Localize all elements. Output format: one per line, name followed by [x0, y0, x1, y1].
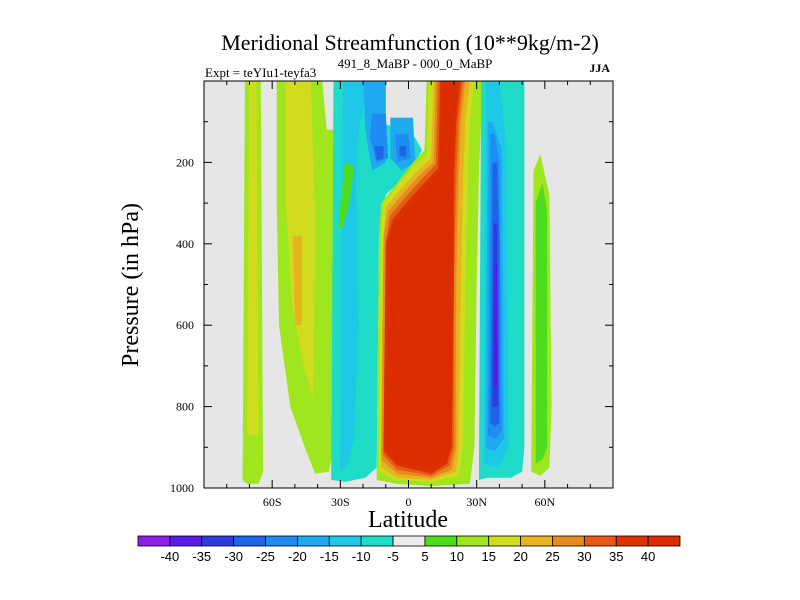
contour-region: [247, 81, 259, 436]
contour-region: [493, 264, 498, 387]
colorbar-box: [456, 535, 490, 547]
colorbar-label: 30: [577, 549, 591, 564]
colorbar-box: [265, 535, 298, 547]
colorbar: -40 -35 -30 -25 -20 -15 -10 -5 5 10 15 20 25 30 35 40: [137, 535, 681, 564]
colorbar-box: [360, 535, 394, 547]
contour-region: [399, 146, 407, 157]
colorbar-box: [201, 535, 235, 547]
contour-region: [292, 235, 302, 326]
colorbar-box: [647, 535, 681, 547]
colorbar-label: 5: [421, 549, 428, 564]
colorbar-label: -40: [160, 549, 179, 564]
colorbar-label: -5: [387, 549, 399, 564]
colorbar-label: -35: [192, 549, 211, 564]
colorbar-box: [169, 535, 203, 547]
colorbar-box: [297, 535, 330, 547]
colorbar-label: -10: [352, 549, 371, 564]
y-tick-label: 200: [176, 155, 194, 169]
contour-region: [338, 162, 354, 228]
contour-fill-group: [242, 81, 552, 486]
y-tick-label: 600: [176, 318, 194, 332]
x-axis-label: Latitude: [368, 507, 448, 533]
x-tick-label: 0: [406, 495, 412, 509]
chart-title: Meridional Streamfunction (10**9kg/m-2): [221, 30, 599, 55]
y-tick-label: 400: [176, 237, 194, 251]
y-tick-label: 800: [176, 400, 194, 414]
x-tick-label: 30N: [466, 495, 487, 509]
colorbar-label: 25: [545, 549, 559, 564]
colorbar-label: -30: [224, 549, 243, 564]
x-axis-ticks: 60S 30S 0 30N 60N: [226, 81, 591, 509]
colorbar-box: [137, 535, 171, 547]
contour-region: [535, 182, 548, 464]
colorbar-label: -15: [320, 549, 339, 564]
colorbar-box: [520, 535, 553, 547]
colorbar-label: 20: [513, 549, 527, 564]
colorbar-box: [392, 535, 426, 547]
contour-region: [369, 113, 389, 163]
x-tick-label: 30S: [331, 495, 350, 509]
colorbar-label: -20: [288, 549, 307, 564]
colorbar-label: 15: [481, 549, 495, 564]
colorbar-box: [615, 535, 649, 547]
colorbar-label: 10: [450, 549, 464, 564]
chart-subtitle-center: 491_8_MaBP - 000_0_MaBP: [338, 56, 493, 71]
colorbar-label: -25: [256, 549, 275, 564]
colorbar-box: [233, 535, 266, 547]
y-axis-label: Pressure (in hPa): [118, 203, 144, 367]
x-tick-label: 60N: [534, 495, 555, 509]
colorbar-box: [583, 535, 617, 547]
chart-subtitle-left: Expt = teYIu1-teyfa3: [205, 65, 316, 80]
colorbar-label: 40: [641, 549, 655, 564]
contour-region: [385, 81, 459, 470]
colorbar-label: 35: [609, 549, 623, 564]
colorbar-box: [328, 535, 362, 547]
y-axis-ticks: 200 400 600 800 1000: [170, 121, 613, 495]
y-tick-label: 1000: [170, 481, 194, 495]
colorbar-box: [424, 535, 458, 547]
colorbar-box: [552, 535, 585, 547]
contour-region: [374, 146, 384, 161]
chart-subtitle-right: JJA: [589, 61, 610, 75]
x-tick-label: 60S: [263, 495, 282, 509]
colorbar-box: [488, 535, 521, 547]
